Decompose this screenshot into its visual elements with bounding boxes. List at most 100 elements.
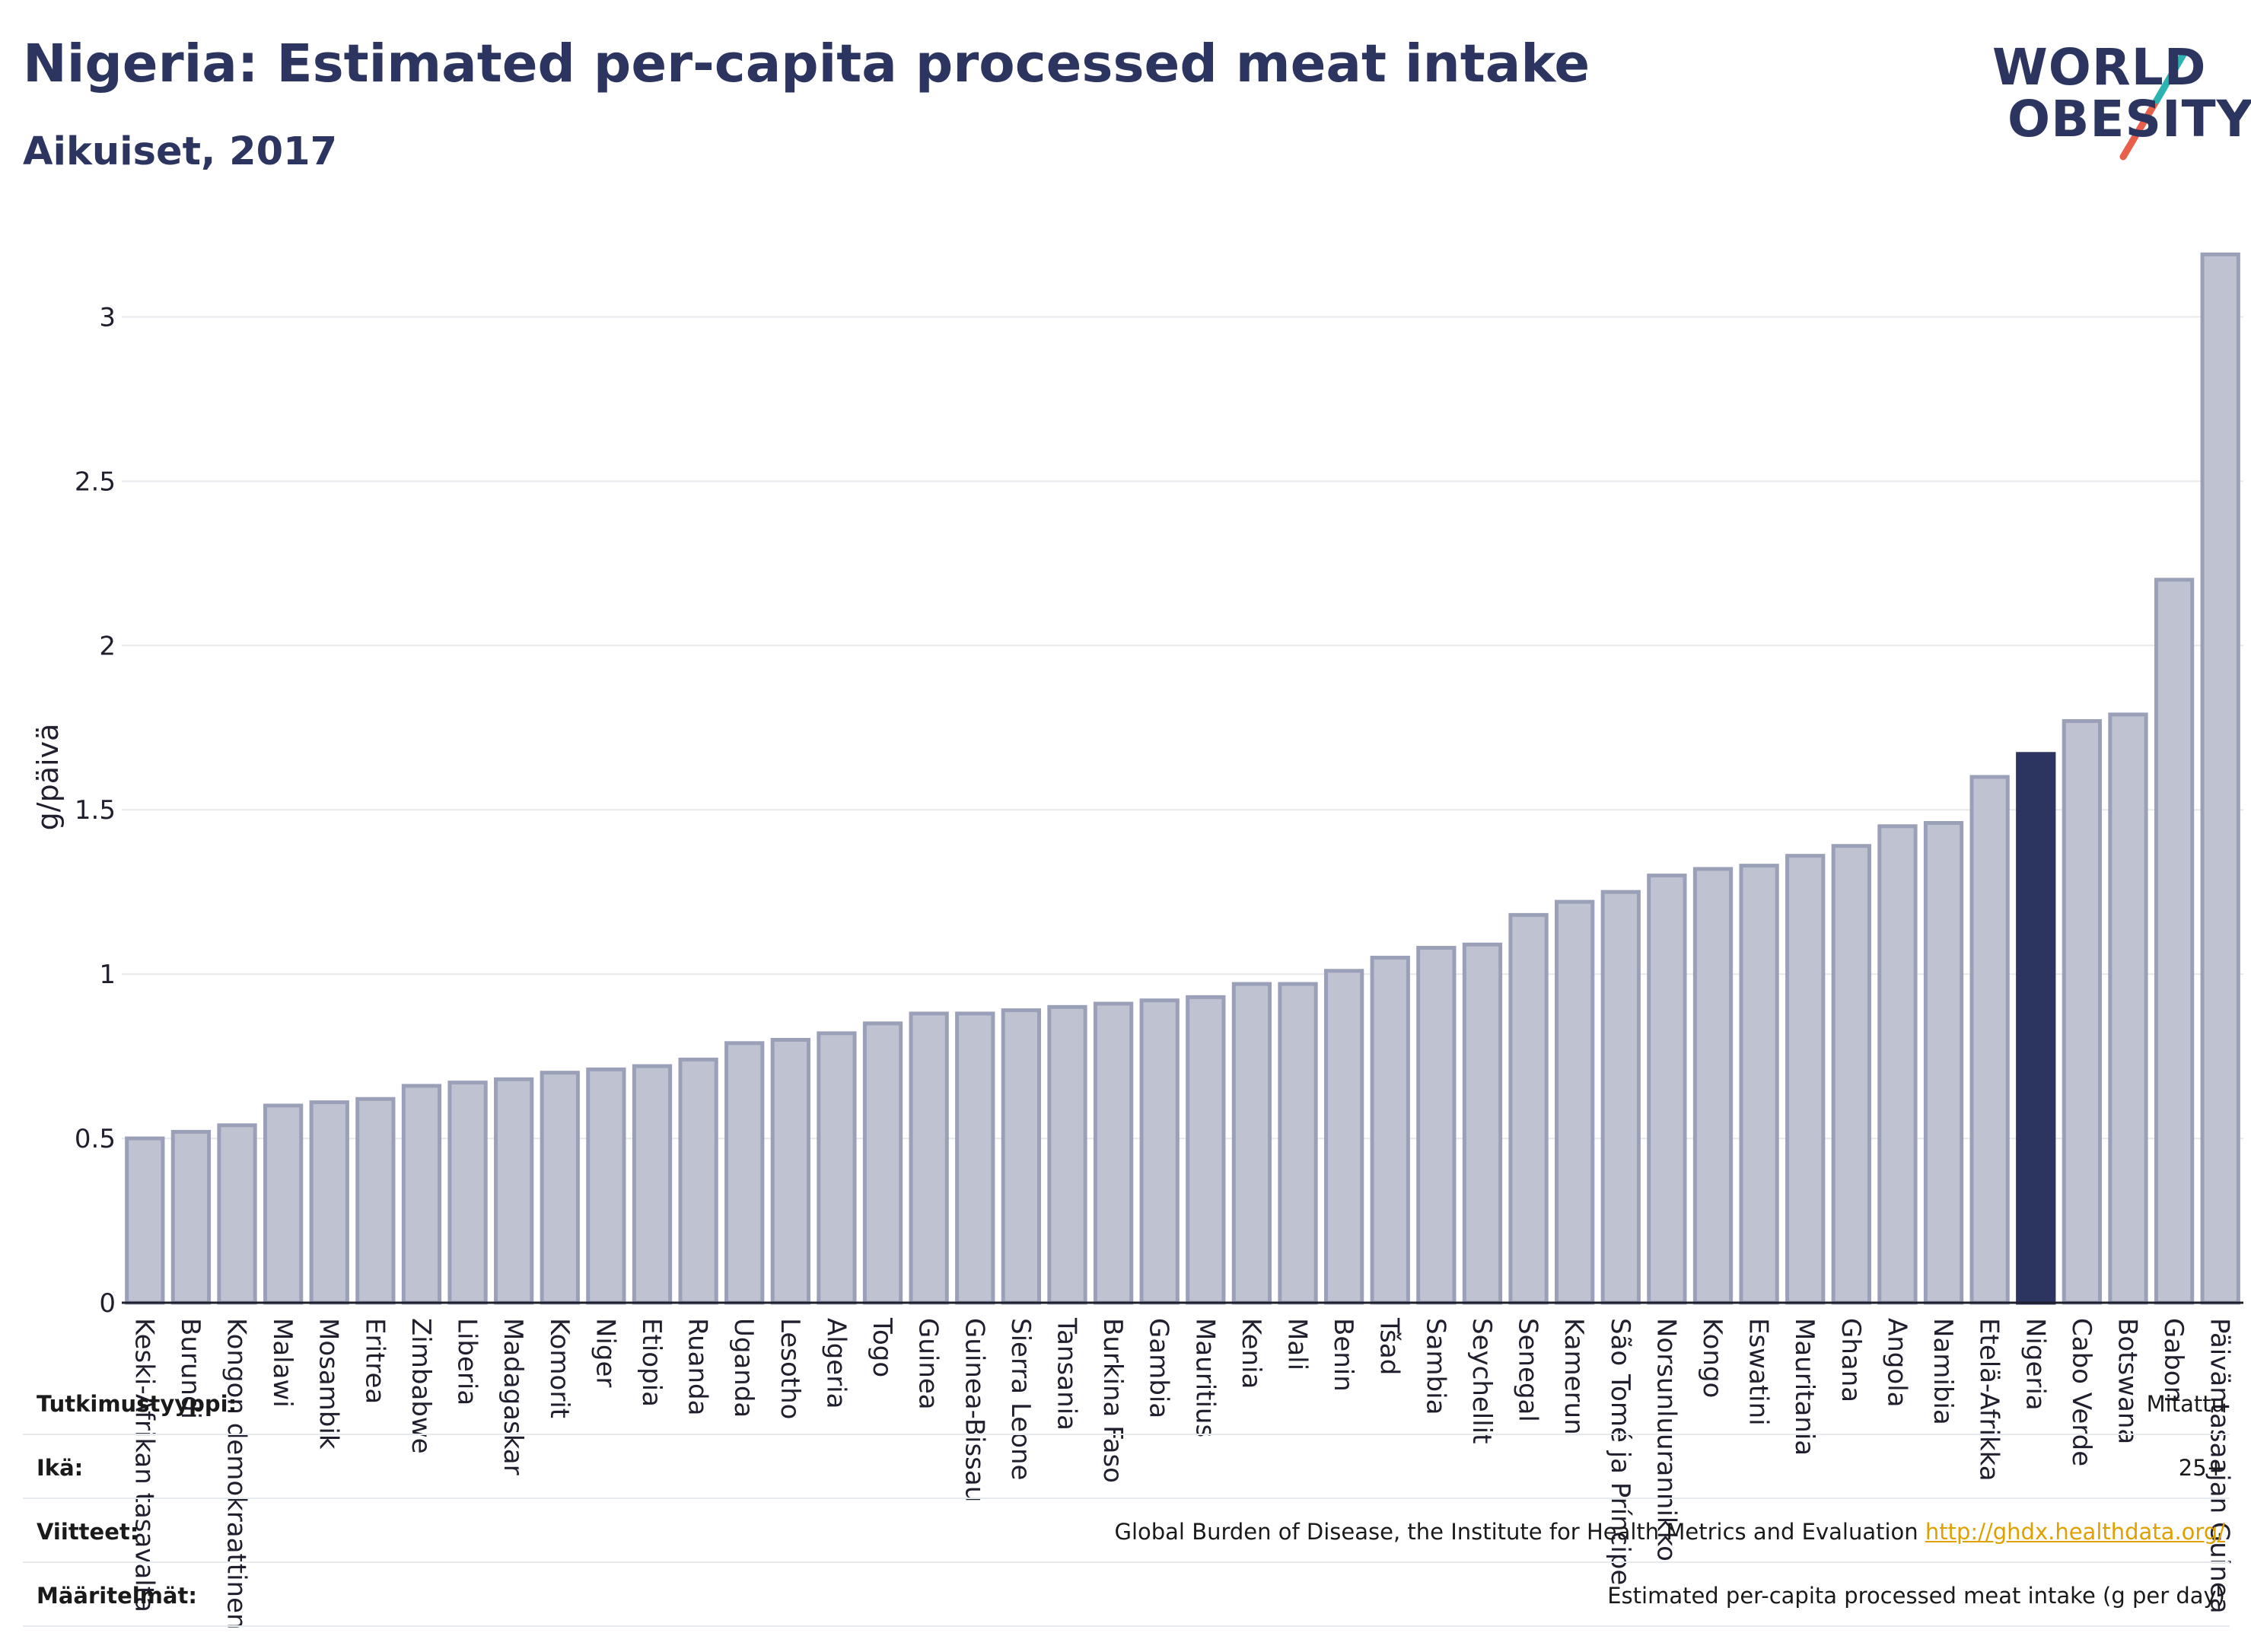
x-tick-label: Gambia — [1144, 1318, 1174, 1418]
bar — [1278, 982, 1318, 1305]
bar — [1093, 1001, 1134, 1305]
bar — [1047, 1004, 1087, 1305]
x-tick-label: Guinea — [913, 1318, 944, 1410]
bar — [125, 1136, 165, 1305]
x-tick-label: Komorit — [544, 1318, 575, 1418]
x-tick-label: Lesotho — [775, 1318, 805, 1419]
y-tick-label: 2.5 — [75, 466, 116, 497]
x-tick-label: Namibia — [1928, 1318, 1958, 1425]
bar — [1139, 998, 1180, 1305]
x-tick-label: Mauritius — [1189, 1318, 1220, 1437]
info-value: Global Burden of Disease, the Institute … — [1114, 1519, 1918, 1545]
bar — [862, 1021, 903, 1305]
x-tick-label: Uganda — [728, 1318, 759, 1418]
bar — [2200, 252, 2240, 1305]
bar — [1831, 844, 1871, 1305]
bar — [1186, 995, 1226, 1305]
bar — [1785, 854, 1826, 1305]
bar — [401, 1084, 442, 1305]
x-tick-label: Algeria — [820, 1318, 851, 1408]
bar — [1231, 982, 1272, 1305]
x-tick-label: Burundi — [175, 1318, 205, 1419]
x-tick-label: Niger — [590, 1318, 620, 1387]
x-tick-label: Mali — [1282, 1318, 1313, 1370]
y-tick-label: 2 — [99, 631, 116, 661]
bar — [817, 1031, 857, 1305]
x-tick-label: Madagaskar — [498, 1318, 528, 1475]
x-tick-label: Gabon — [2158, 1318, 2189, 1402]
x-tick-label: Eritrea — [359, 1318, 390, 1404]
x-tick-label: Keski-Afrikan tasavalta — [129, 1318, 159, 1612]
bar — [2062, 719, 2103, 1305]
x-tick-label: Cabo Verde — [2066, 1318, 2097, 1466]
x-tick-label: Etiopia — [636, 1318, 667, 1407]
info-row-definitions: Määritelmät: Estimated per-capita proces… — [23, 1561, 2230, 1627]
x-tick-label: Norsunluurannikko — [1651, 1318, 1681, 1561]
bar — [1001, 1008, 1042, 1305]
x-tick-label: Togo — [867, 1317, 897, 1377]
bar — [540, 1071, 580, 1305]
x-tick-label: Kongo — [1697, 1318, 1727, 1398]
bar — [1462, 942, 1503, 1305]
x-tick-label: Etelä-Afrikka — [1974, 1318, 2004, 1482]
bar — [1877, 824, 1918, 1305]
bar — [1969, 775, 2010, 1305]
bar — [1416, 946, 1457, 1305]
chart-title: Nigeria: Estimated per-capita processed … — [23, 33, 1590, 94]
bar — [1923, 820, 1964, 1305]
x-tick-label: Guinea-Bissau — [959, 1318, 989, 1502]
x-tick-label: Tšad — [1374, 1317, 1405, 1375]
bar — [1323, 969, 1364, 1305]
info-value-group: Global Burden of Disease, the Institute … — [1114, 1519, 2225, 1545]
bar — [2108, 712, 2148, 1305]
x-tick-label: Angola — [1881, 1318, 1912, 1407]
bar — [309, 1100, 349, 1305]
x-tick-label: Ghana — [1836, 1318, 1866, 1402]
world-obesity-logo[interactable]: WORLD OBESITY — [1985, 27, 2251, 164]
logo-text-obesity: OBESITY — [2007, 90, 2251, 148]
y-axis-label: g/päivä — [31, 724, 65, 831]
x-tick-label: Botswana — [2112, 1318, 2142, 1444]
bar — [1555, 899, 1595, 1305]
x-tick-label: Sambia — [1420, 1318, 1450, 1415]
info-key: Määritelmät: — [37, 1583, 197, 1609]
x-tick-label: Burkina Faso — [1097, 1318, 1128, 1483]
x-tick-label: Kamerun — [1559, 1318, 1589, 1435]
bar — [1600, 890, 1641, 1305]
info-value: 25+ — [2178, 1455, 2225, 1481]
bar — [770, 1038, 810, 1305]
info-value: Estimated per-capita processed meat inta… — [1607, 1583, 2225, 1609]
x-tick-label: Mosambik — [314, 1318, 344, 1450]
y-tick-label: 3 — [99, 302, 116, 333]
bar — [955, 1011, 995, 1305]
x-tick-label: Päiväntasaajan Guinea — [2205, 1318, 2235, 1614]
bar — [2154, 578, 2195, 1305]
x-tick-label: Seychellit — [1466, 1318, 1497, 1444]
x-tick-label: Zimbabwe — [406, 1318, 436, 1454]
info-row-references: Viitteet: Global Burden of Disease, the … — [23, 1498, 2230, 1563]
bar — [678, 1057, 718, 1305]
bar — [1508, 912, 1549, 1305]
bar — [1692, 867, 1734, 1305]
bar — [1370, 956, 1410, 1305]
bar — [217, 1123, 257, 1305]
bar — [170, 1129, 212, 1305]
x-tick-label: Senegal — [1513, 1318, 1543, 1422]
x-tick-label: Benin — [1328, 1318, 1358, 1392]
bar — [909, 1011, 949, 1305]
info-row-age: Ikä: 25+ — [23, 1434, 2230, 1499]
bar — [494, 1077, 534, 1305]
info-key: Tutkimustyyppi: — [37, 1391, 237, 1417]
source-link[interactable]: http://ghdx.healthdata.org/ — [1925, 1519, 2225, 1545]
logo-slash-icon — [2119, 49, 2188, 161]
y-tick-label: 0 — [99, 1288, 116, 1319]
x-tick-label: Mauritania — [1789, 1318, 1820, 1456]
bar — [1647, 874, 1687, 1305]
chart-subtitle: Aikuiset, 2017 — [23, 129, 338, 174]
x-tick-label: Tansania — [1051, 1317, 1081, 1431]
bar — [355, 1097, 396, 1305]
x-tick-label: São Tomé ja Príncipe — [1605, 1318, 1635, 1585]
info-row-study-type: Tutkimustyyppi: Mitattu — [23, 1370, 2230, 1435]
y-tick-label: 1.5 — [75, 795, 116, 826]
